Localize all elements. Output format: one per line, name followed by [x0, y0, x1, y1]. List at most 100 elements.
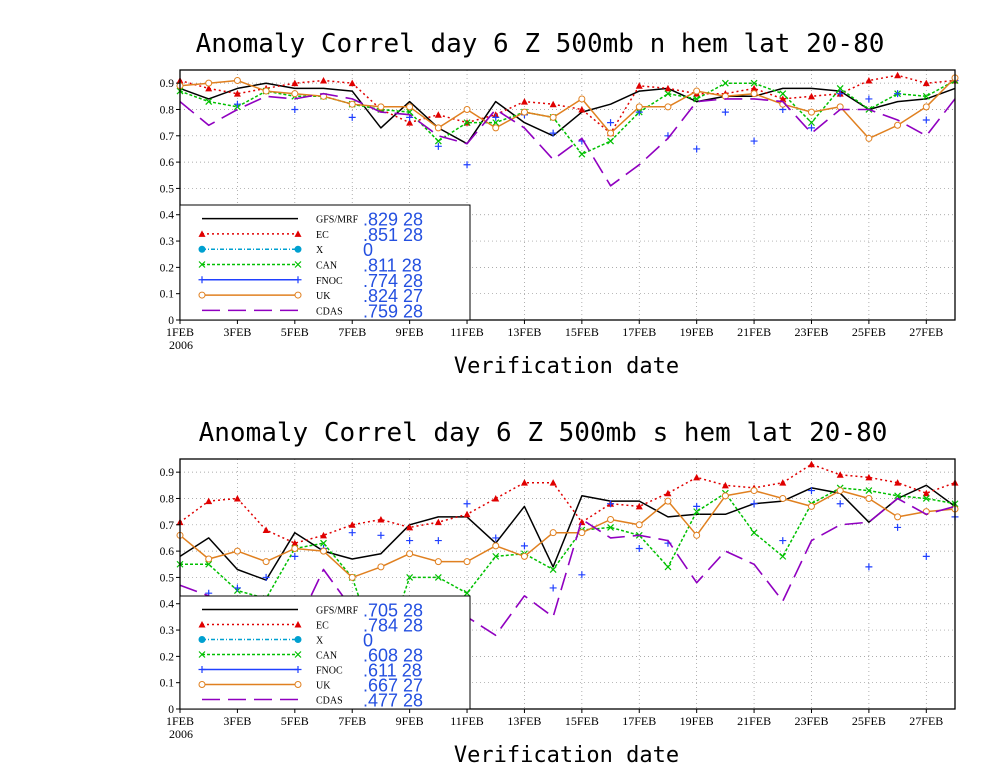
data-point [320, 531, 328, 539]
data-point [693, 502, 701, 510]
data-point [406, 103, 414, 111]
series-line [179, 82, 956, 145]
legend-series-name: GFS/MRF [316, 215, 359, 226]
legend-series-stat: .824 27 [363, 286, 423, 306]
x-tick-label: 27FEB [909, 714, 943, 728]
data-point [233, 584, 241, 592]
data-point [836, 500, 844, 508]
legend-series-stat: 0 [363, 631, 373, 651]
data-point [635, 82, 643, 89]
series-can [176, 77, 959, 158]
data-point [922, 495, 930, 502]
data-point [607, 137, 614, 145]
legend-series-stat: .759 28 [363, 301, 423, 321]
data-point [520, 98, 528, 105]
series-line [179, 463, 956, 544]
data-point [233, 77, 241, 85]
data-point [492, 119, 500, 127]
data-point [578, 571, 586, 579]
y-tick-label: 0.6 [160, 157, 175, 169]
legend-marker [198, 276, 206, 284]
data-point [549, 566, 557, 573]
data-point [750, 137, 758, 145]
data-point [434, 142, 442, 150]
x-tick-label: 11FEB [450, 325, 484, 339]
series-line [179, 74, 956, 134]
data-point [549, 479, 557, 486]
data-point [463, 589, 471, 597]
legend-series-stat: .667 27 [363, 676, 423, 696]
legend-series-name: CDAS [316, 306, 343, 317]
data-point [922, 116, 930, 124]
x-tick-label: 19FEB [680, 714, 714, 728]
legend-series-stat: .705 28 [363, 601, 423, 621]
data-point [406, 523, 414, 531]
series-line [179, 497, 956, 668]
data-point [664, 563, 672, 571]
data-point [922, 552, 930, 560]
legend-series-stat: .829 28 [363, 210, 423, 230]
y-tick-label: 0.2 [160, 651, 175, 663]
legend-marker [294, 666, 302, 673]
legend-marker [294, 291, 302, 299]
data-point [836, 84, 844, 92]
x-tick-label: 25FEB [852, 325, 886, 339]
data-point [635, 521, 643, 529]
legend-series-name: UK [316, 291, 331, 302]
data-point [463, 500, 471, 508]
data-point [578, 105, 586, 113]
x-year-label: 2006 [169, 338, 193, 352]
series-line [180, 487, 956, 663]
x-tick-label: 11FEB [450, 714, 484, 728]
y-tick-label: 0.4 [160, 210, 175, 222]
legend-marker [294, 276, 302, 284]
x-tick-label: 9FEB [396, 325, 424, 339]
data-point [607, 523, 614, 531]
data-point [320, 77, 328, 84]
x-tick-label: 1FEB [166, 325, 194, 339]
data-point [578, 529, 586, 537]
data-point [377, 103, 385, 111]
series-line [179, 92, 956, 187]
data-point [291, 539, 299, 547]
data-point [664, 489, 672, 497]
data-point [807, 487, 815, 495]
data-point [348, 573, 356, 581]
data-point [894, 121, 902, 129]
y-tick-label: 0.1 [160, 678, 175, 690]
data-point [779, 552, 787, 560]
data-point [750, 90, 758, 98]
x-tick-label: 17FEB [622, 325, 656, 339]
x-tick-label: 27FEB [909, 325, 943, 339]
data-point [520, 552, 528, 560]
x-tick-label: 21FEB [737, 325, 771, 339]
legend-series-name: X [316, 245, 324, 256]
data-point [894, 90, 902, 98]
legend-marker [294, 681, 302, 688]
x-tick-label: 23FEB [794, 325, 828, 339]
x-tick-label: 3FEB [223, 714, 251, 728]
legend-series-name: EC [316, 230, 329, 241]
data-point [434, 111, 442, 118]
legend-box [179, 595, 471, 710]
data-point [205, 560, 213, 568]
data-point [807, 502, 815, 510]
legend-marker [294, 621, 302, 628]
data-point [434, 518, 442, 526]
data-point [894, 513, 902, 521]
data-point [635, 103, 643, 111]
legend: GFS/MRF .705 28 EC .784 28 X 0 CAN .608 28 FNOC.… [179, 595, 471, 711]
series-gfs-mrf [179, 82, 956, 145]
x-tick-label: 1FEB [166, 714, 194, 728]
data-point [779, 95, 787, 102]
data-point [578, 95, 586, 103]
data-point [463, 510, 471, 518]
data-point [750, 84, 758, 92]
series-uk [176, 487, 959, 581]
legend-series-name: CDAS [316, 696, 343, 707]
data-point [894, 479, 902, 486]
x-axis-label: Verification date [454, 354, 679, 379]
data-point [721, 492, 729, 500]
data-point [894, 492, 902, 500]
